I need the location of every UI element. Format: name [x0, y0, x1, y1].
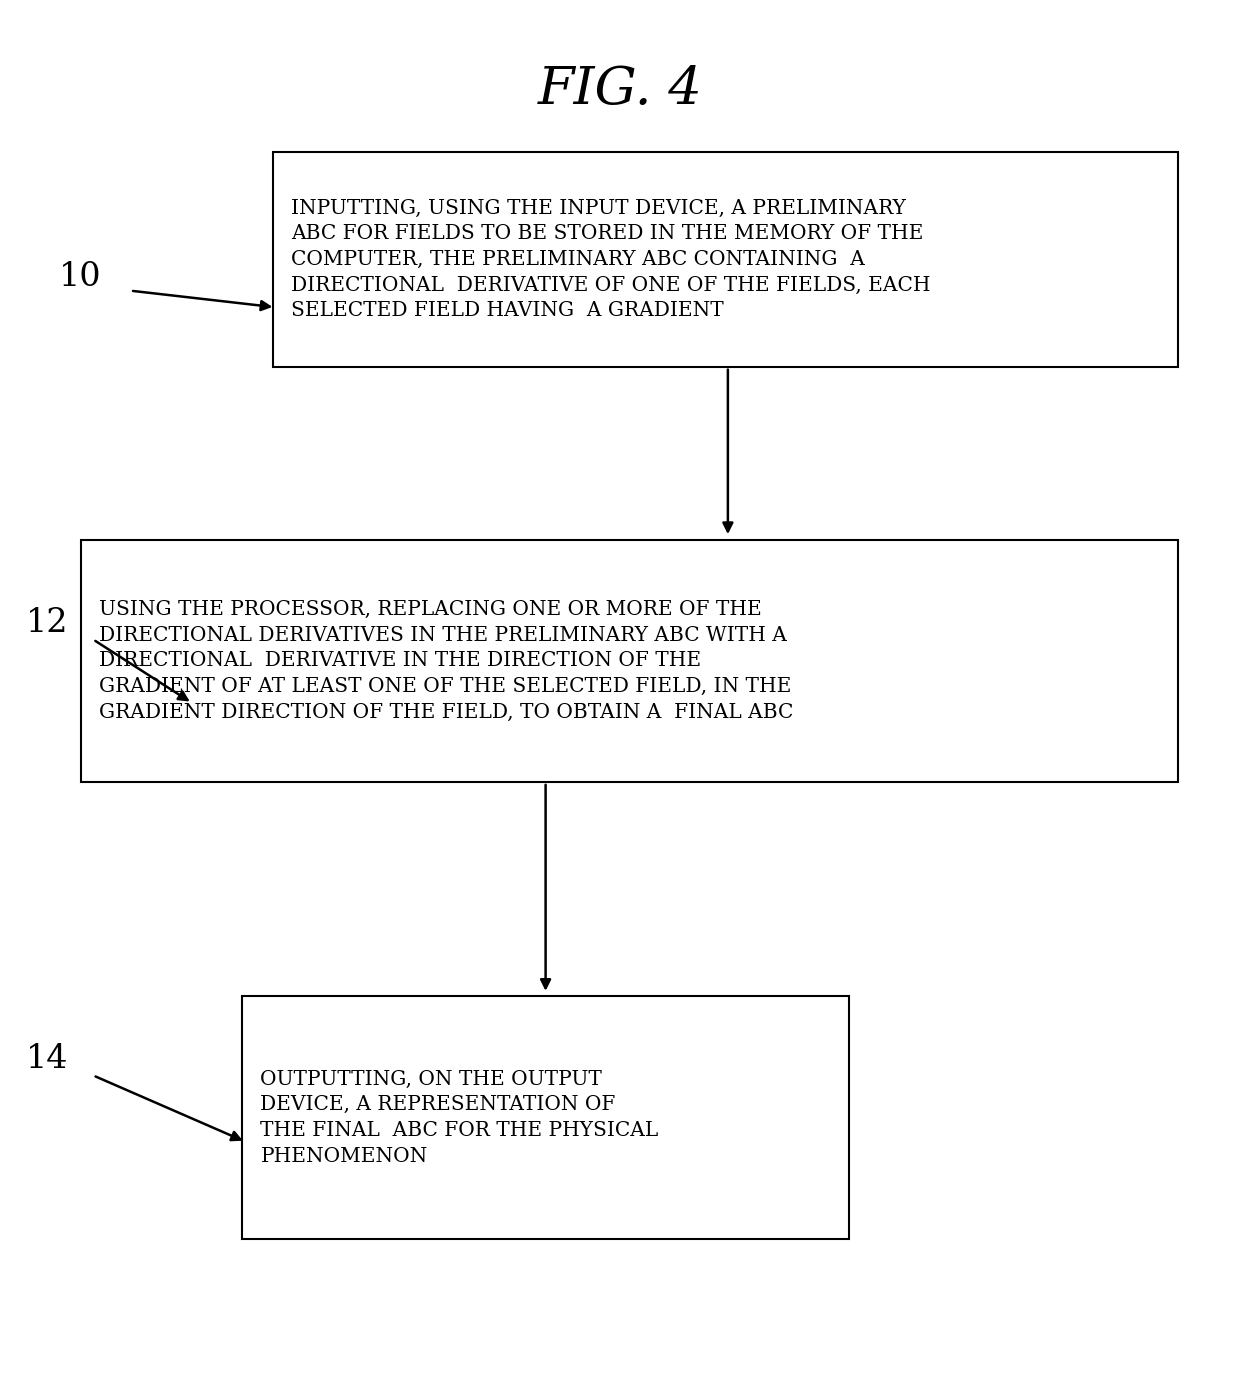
Text: USING THE PROCESSOR, REPLACING ONE OR MORE OF THE
DIRECTIONAL DERIVATIVES IN THE: USING THE PROCESSOR, REPLACING ONE OR MO…: [99, 599, 794, 722]
FancyBboxPatch shape: [273, 152, 1178, 367]
Text: INPUTTING, USING THE INPUT DEVICE, A PRELIMINARY
ABC FOR FIELDS TO BE STORED IN : INPUTTING, USING THE INPUT DEVICE, A PRE…: [291, 198, 931, 321]
Text: 14: 14: [26, 1042, 68, 1075]
Text: 12: 12: [26, 606, 68, 639]
Text: 10: 10: [60, 260, 102, 293]
Text: OUTPUTTING, ON THE OUTPUT
DEVICE, A REPRESENTATION OF
THE FINAL  ABC FOR THE PHY: OUTPUTTING, ON THE OUTPUT DEVICE, A REPR…: [260, 1070, 658, 1165]
Text: FIG. 4: FIG. 4: [538, 65, 702, 115]
FancyBboxPatch shape: [242, 996, 849, 1239]
FancyBboxPatch shape: [81, 540, 1178, 782]
